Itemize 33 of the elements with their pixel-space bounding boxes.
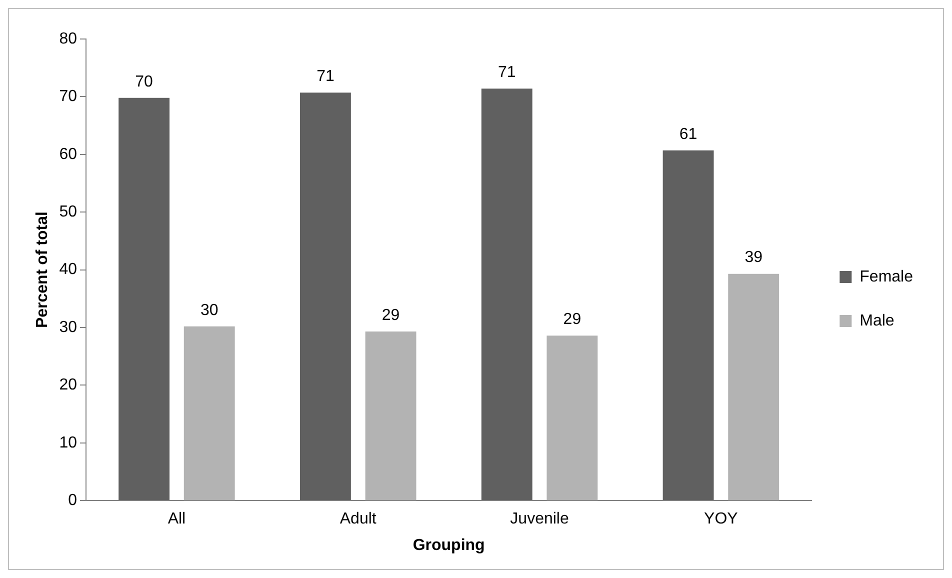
- data-label: 29: [382, 306, 400, 324]
- data-label: 39: [744, 249, 763, 266]
- y-tick-label: 10: [59, 434, 78, 452]
- y-tick-label: 0: [68, 492, 78, 510]
- bar: [118, 98, 170, 500]
- bar: [184, 326, 235, 500]
- y-tick-label: 40: [59, 261, 78, 278]
- data-label: 61: [679, 126, 698, 143]
- y-axis-title: Percent of total: [34, 212, 52, 328]
- bar: [481, 88, 532, 500]
- data-label: 71: [498, 64, 516, 82]
- data-label: 70: [135, 73, 154, 90]
- y-tick-label: 30: [59, 318, 78, 336]
- y-tick-label: 60: [59, 146, 78, 163]
- x-tick-label: Juvenile: [510, 510, 569, 528]
- y-tick-label: 20: [59, 376, 78, 394]
- bar: [300, 92, 351, 500]
- bar: [365, 332, 416, 500]
- y-tick-label: 80: [59, 30, 78, 48]
- bar: [728, 274, 780, 500]
- y-tick-label: 50: [59, 204, 78, 221]
- bar: [546, 336, 598, 500]
- x-axis-title: Grouping: [412, 536, 485, 554]
- y-tick-label: 70: [59, 88, 78, 106]
- x-tick-label: All: [168, 510, 186, 528]
- data-label: 29: [563, 310, 582, 328]
- legend-label: Female: [860, 268, 914, 286]
- data-label: 71: [316, 68, 334, 86]
- legend-label: Male: [860, 312, 894, 330]
- bar: [662, 150, 714, 500]
- data-label: 30: [200, 302, 218, 319]
- x-tick-label: YOY: [704, 510, 738, 528]
- x-tick-label: Adult: [340, 510, 377, 528]
